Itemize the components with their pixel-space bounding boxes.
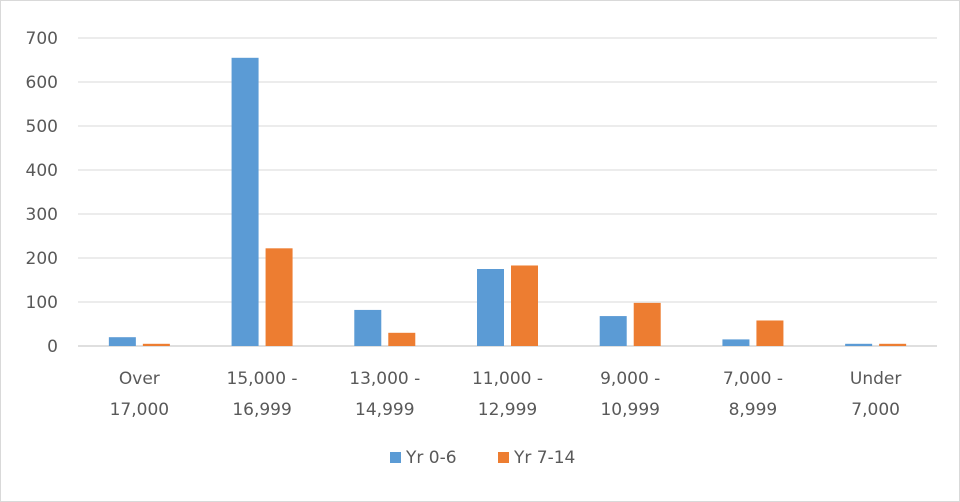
y-tick-label: 100 (26, 293, 58, 313)
bar-yr-7-14 (879, 343, 907, 346)
x-category-label: 9,000 -10,999 (600, 369, 660, 420)
x-axis: Over 17,000 15,000 -16,999 13,000 -14,999 11… (110, 369, 902, 420)
x-category-label: 13,000 -14,999 (349, 369, 420, 420)
bar-yr-7-14 (142, 343, 170, 346)
bar-yr-0-6 (599, 316, 627, 346)
y-tick-label: 400 (26, 161, 58, 181)
y-tick-label: 200 (26, 249, 58, 269)
bar-yr-7-14 (388, 332, 416, 346)
bar-yr-0-6 (722, 339, 750, 346)
x-category-label: Over 17,000 (110, 369, 169, 420)
bar-yr-7-14 (265, 248, 293, 346)
legend-swatch (390, 452, 401, 463)
y-tick-label: 700 (26, 29, 58, 49)
legend: Yr 0-6 Yr 7-14 (390, 448, 575, 468)
bar-yr-7-14 (633, 302, 661, 346)
y-tick-label: 600 (26, 73, 58, 93)
x-category-label: 7,000 -8,999 (723, 369, 783, 420)
y-axis: 0 100 200 300 400 500 600 700 (26, 29, 58, 357)
y-tick-label: 300 (26, 205, 58, 225)
legend-label: Yr 7-14 (513, 448, 575, 468)
bars (108, 57, 907, 347)
x-category-label: 11,000 -12,999 (472, 369, 543, 420)
bar-yr-0-6 (477, 269, 504, 346)
bar-yr-0-6 (845, 343, 873, 346)
legend-label: Yr 0-6 (405, 448, 457, 468)
bar-yr-7-14 (511, 265, 538, 346)
legend-swatch (498, 452, 509, 463)
x-category-label: 15,000 -16,999 (227, 369, 298, 420)
bar-yr-0-6 (108, 337, 136, 346)
bar-yr-0-6 (354, 309, 382, 346)
bar-yr-7-14 (756, 320, 784, 346)
bar-yr-0-6 (231, 57, 259, 347)
y-tick-label: 0 (47, 337, 58, 357)
y-tick-label: 500 (26, 117, 58, 137)
x-category-label: Under 7,000 (850, 369, 901, 420)
gridlines (78, 37, 937, 347)
